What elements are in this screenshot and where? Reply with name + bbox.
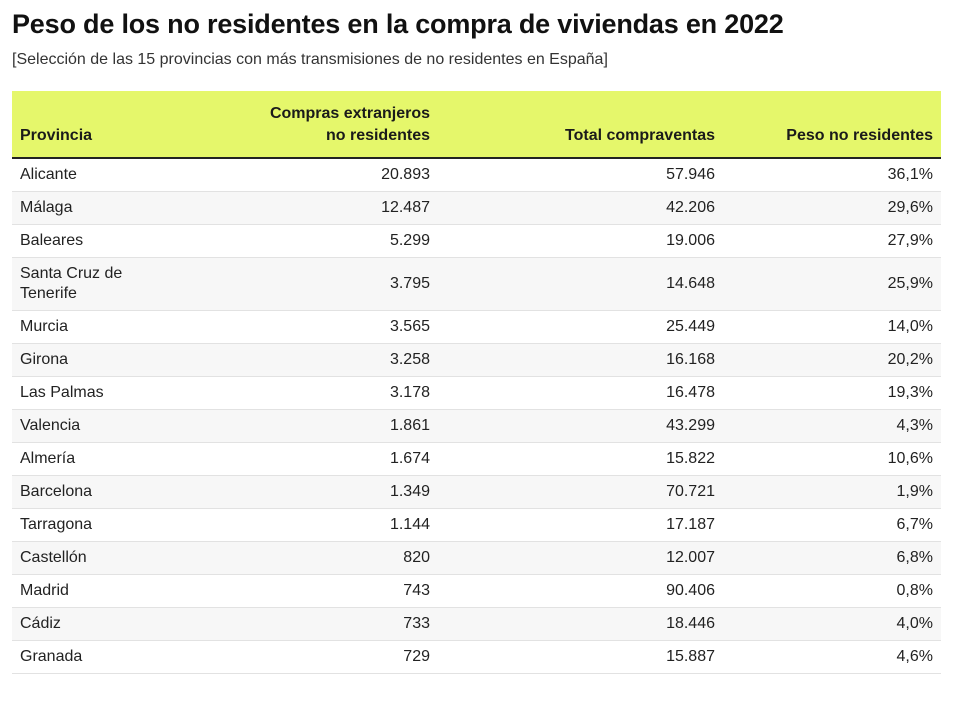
cell-peso: 10,6%	[723, 442, 941, 476]
page-subtitle: [Selección de las 15 provincias con más …	[12, 51, 608, 68]
cell-compras: 1.674	[212, 442, 438, 476]
cell-provincia: Las Palmas	[12, 376, 212, 410]
header-compras[interactable]: Compras extranjeros no residentes	[212, 91, 438, 159]
cell-peso: 14,0%	[723, 310, 941, 344]
table-row: Murcia 3.565 25.449 14,0%	[12, 310, 941, 344]
cell-provincia: Barcelona	[12, 475, 212, 509]
table-body: Alicante 20.893 57.946 36,1% Málaga 12.4…	[12, 158, 941, 674]
page: Peso de los no residentes en la compra d…	[12, 9, 941, 674]
cell-provincia: Almería	[12, 442, 212, 476]
cell-compras: 1.349	[212, 475, 438, 509]
cell-provincia: Madrid	[12, 574, 212, 608]
header-peso[interactable]: Peso no residentes	[723, 91, 941, 159]
cell-total: 14.648	[438, 257, 723, 311]
cell-provincia: Granada	[12, 640, 212, 674]
table-header: Provincia Compras extranjeros no residen…	[12, 91, 941, 159]
cell-peso: 0,8%	[723, 574, 941, 608]
cell-total: 70.721	[438, 475, 723, 509]
cell-total: 15.822	[438, 442, 723, 476]
table-row: Castellón 820 12.007 6,8%	[12, 541, 941, 575]
cell-compras: 3.795	[212, 257, 438, 311]
cell-peso: 6,8%	[723, 541, 941, 575]
cell-peso: 27,9%	[723, 224, 941, 258]
cell-peso: 29,6%	[723, 191, 941, 225]
cell-compras: 3.565	[212, 310, 438, 344]
cell-peso: 1,9%	[723, 475, 941, 509]
cell-total: 42.206	[438, 191, 723, 225]
cell-compras: 733	[212, 607, 438, 641]
data-table: Provincia Compras extranjeros no residen…	[12, 91, 941, 674]
cell-peso: 6,7%	[723, 508, 941, 542]
table-row: Alicante 20.893 57.946 36,1%	[12, 158, 941, 192]
cell-provincia-line2: Tenerife	[20, 285, 77, 302]
table-row: Baleares 5.299 19.006 27,9%	[12, 224, 941, 258]
table-row: Tarragona 1.144 17.187 6,7%	[12, 508, 941, 542]
cell-total: 16.478	[438, 376, 723, 410]
table-row: Almería 1.674 15.822 10,6%	[12, 442, 941, 476]
cell-total: 25.449	[438, 310, 723, 344]
cell-provincia: Alicante	[12, 158, 212, 192]
header-row: Provincia Compras extranjeros no residen…	[12, 91, 941, 159]
cell-compras: 5.299	[212, 224, 438, 258]
table-row: Las Palmas 3.178 16.478 19,3%	[12, 376, 941, 410]
cell-total: 19.006	[438, 224, 723, 258]
cell-provincia: Castellón	[12, 541, 212, 575]
table-row: Málaga 12.487 42.206 29,6%	[12, 191, 941, 225]
cell-peso: 25,9%	[723, 257, 941, 311]
table-row: Santa Cruz de Tenerife 3.795 14.648 25,9…	[12, 257, 941, 311]
cell-total: 15.887	[438, 640, 723, 674]
cell-peso: 36,1%	[723, 158, 941, 192]
cell-compras: 729	[212, 640, 438, 674]
cell-total: 43.299	[438, 409, 723, 443]
cell-compras: 743	[212, 574, 438, 608]
cell-provincia: Tarragona	[12, 508, 212, 542]
cell-total: 18.446	[438, 607, 723, 641]
cell-peso: 4,6%	[723, 640, 941, 674]
cell-peso: 20,2%	[723, 343, 941, 377]
cell-provincia: Murcia	[12, 310, 212, 344]
table-row: Cádiz 733 18.446 4,0%	[12, 607, 941, 641]
table-row: Barcelona 1.349 70.721 1,9%	[12, 475, 941, 509]
cell-provincia: Málaga	[12, 191, 212, 225]
header-compras-line1: Compras extranjeros	[269, 105, 430, 122]
cell-provincia: Girona	[12, 343, 212, 377]
table-row: Madrid 743 90.406 0,8%	[12, 574, 941, 608]
cell-peso: 4,0%	[723, 607, 941, 641]
table-row: Girona 3.258 16.168 20,2%	[12, 343, 941, 377]
table-row: Granada 729 15.887 4,6%	[12, 640, 941, 674]
cell-provincia-line1: Santa Cruz de	[20, 265, 123, 282]
cell-provincia: Valencia	[12, 409, 212, 443]
cell-total: 12.007	[438, 541, 723, 575]
cell-compras: 3.258	[212, 343, 438, 377]
cell-peso: 19,3%	[723, 376, 941, 410]
header-compras-line2: no residentes	[325, 127, 430, 144]
cell-provincia: Baleares	[12, 224, 212, 258]
header-provincia[interactable]: Provincia	[12, 91, 212, 159]
cell-provincia: Cádiz	[12, 607, 212, 641]
cell-compras: 820	[212, 541, 438, 575]
table-row: Valencia 1.861 43.299 4,3%	[12, 409, 941, 443]
page-title: Peso de los no residentes en la compra d…	[12, 9, 784, 39]
cell-compras: 1.861	[212, 409, 438, 443]
cell-compras: 12.487	[212, 191, 438, 225]
cell-peso: 4,3%	[723, 409, 941, 443]
cell-compras: 1.144	[212, 508, 438, 542]
header-total[interactable]: Total compraventas	[438, 91, 723, 159]
cell-total: 16.168	[438, 343, 723, 377]
cell-total: 17.187	[438, 508, 723, 542]
cell-compras: 3.178	[212, 376, 438, 410]
cell-total: 57.946	[438, 158, 723, 192]
cell-compras: 20.893	[212, 158, 438, 192]
cell-total: 90.406	[438, 574, 723, 608]
cell-provincia: Santa Cruz de Tenerife	[12, 257, 212, 311]
